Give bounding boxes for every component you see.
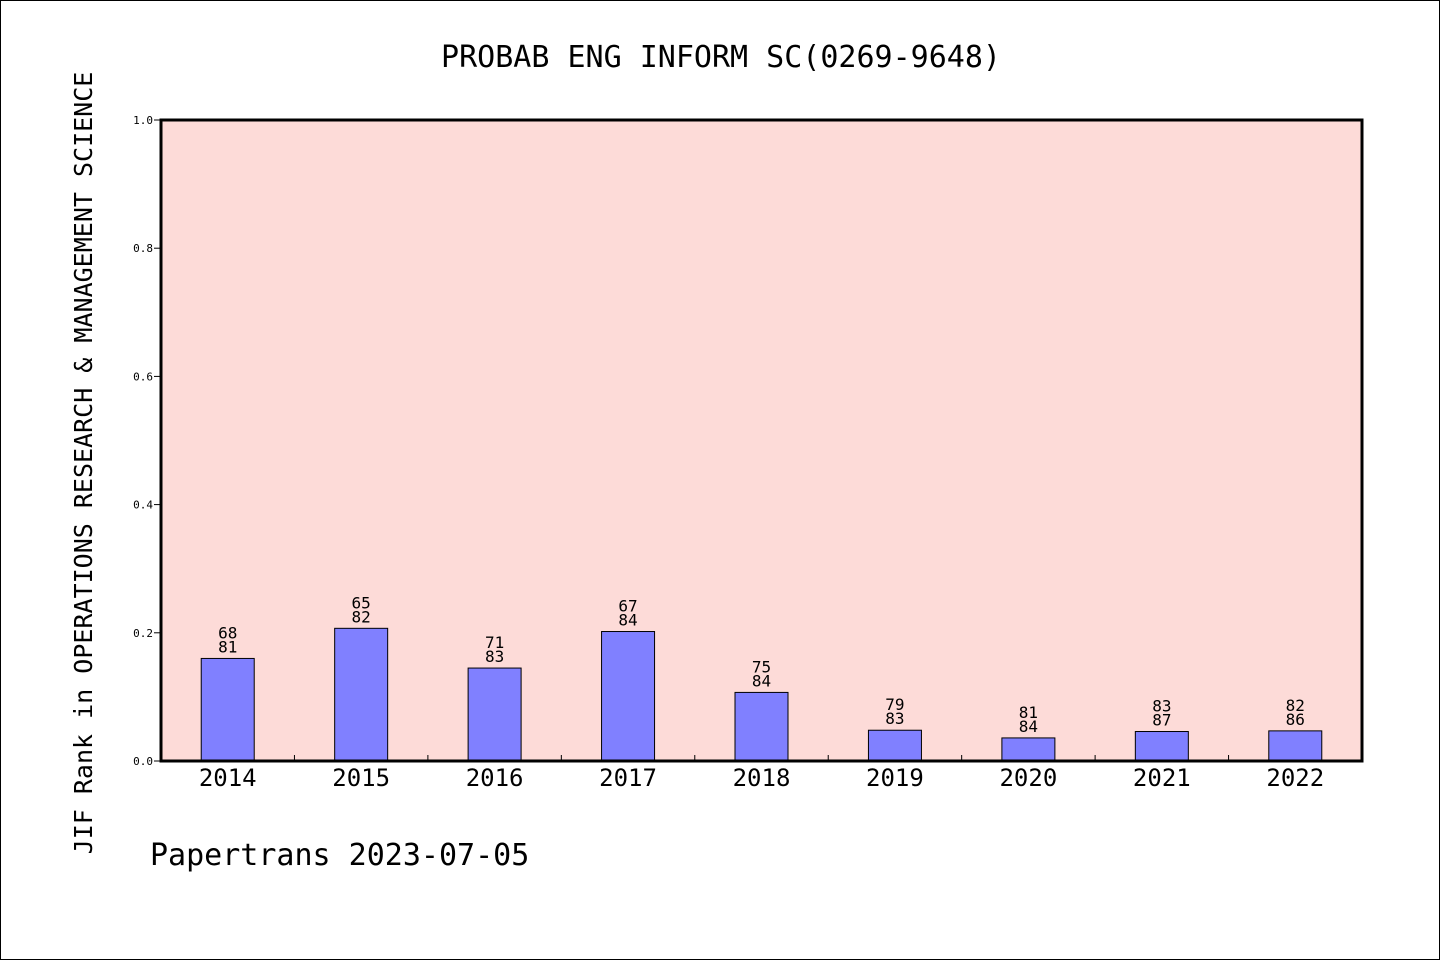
bar-total-label: 84	[1019, 717, 1038, 736]
bar-total-label: 84	[752, 671, 771, 690]
bar-rank-label: 67	[618, 597, 637, 616]
y-tick-label: 0.6	[133, 370, 153, 383]
bar-2016	[467, 667, 522, 762]
bar-2014	[200, 657, 255, 762]
bar-total-label: 84	[618, 611, 637, 630]
bar-2019	[867, 729, 922, 762]
x-tick-label: 2022	[1266, 764, 1324, 792]
chart-title: PROBAB ENG INFORM SC(0269-9648)	[441, 40, 1001, 75]
bar-rank-label: 81	[1019, 703, 1038, 722]
x-tick-label: 2014	[199, 764, 257, 792]
plot-border	[159, 118, 1364, 763]
bar-rank-label: 79	[885, 695, 904, 714]
bar-rank-label: 82	[1286, 696, 1305, 715]
x-tick-label: 2016	[466, 764, 524, 792]
bar-total-label: 83	[485, 647, 504, 666]
y-axis-label: JIF Rank in OPERATIONS RESEARCH & MANAGE…	[69, 72, 98, 855]
y-tick-label: 0.0	[133, 755, 153, 768]
y-tick-label: 0.2	[133, 627, 153, 640]
bar-2020	[1001, 737, 1056, 762]
bar-rank-label: 68	[218, 623, 237, 642]
bar-rank-label: 75	[752, 657, 771, 676]
x-tick-label: 2017	[599, 764, 657, 792]
bar-2022	[1268, 730, 1323, 762]
bar-total-label: 81	[218, 637, 237, 656]
x-tick-label: 2019	[866, 764, 924, 792]
bar-total-label: 86	[1286, 710, 1305, 729]
x-tick-label: 2021	[1133, 764, 1191, 792]
bar-total-label: 83	[885, 709, 904, 728]
bar-total-label: 82	[352, 607, 371, 626]
bar-rank-label: 65	[352, 593, 371, 612]
y-tick-label: 1.0	[133, 114, 153, 127]
y-axis: 0.0 0.2 0.4 0.6 0.8 1.0	[133, 114, 161, 768]
bar-2015	[334, 627, 389, 762]
x-tick-label: 2020	[999, 764, 1057, 792]
bar-rank-label: 71	[485, 633, 504, 652]
bar-rank-label: 83	[1152, 697, 1171, 716]
bar-2021	[1134, 731, 1189, 762]
bar-2017	[601, 631, 656, 762]
y-tick-label: 0.4	[133, 499, 153, 512]
bar-total-label: 87	[1152, 711, 1171, 730]
x-tick-label: 2015	[332, 764, 390, 792]
bar-2018	[734, 691, 789, 762]
y-tick-label: 0.8	[133, 242, 153, 255]
x-axis: 2014 2015 2016 2017 2018 2019 2020 2021 2022	[199, 755, 1324, 792]
footer-credit: Papertrans 2023-07-05	[150, 838, 529, 873]
bars-group	[200, 627, 1323, 762]
x-tick-label: 2018	[733, 764, 791, 792]
